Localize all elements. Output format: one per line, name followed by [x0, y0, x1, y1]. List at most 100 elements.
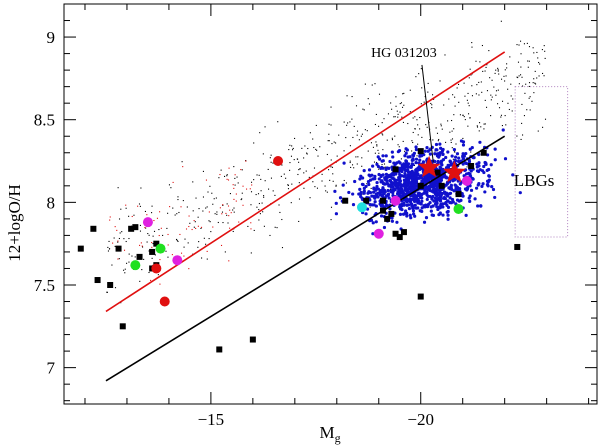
blue-point [417, 176, 421, 180]
sdss-point [123, 238, 125, 240]
sdss-point [287, 184, 289, 186]
sdss-point [427, 91, 429, 93]
blue-point [436, 159, 440, 164]
sdss-point [227, 222, 229, 224]
sdss-point [293, 159, 295, 161]
sdss-point [303, 187, 305, 189]
sdss-point [451, 119, 453, 122]
sdss-point [349, 161, 351, 164]
blue-point [493, 158, 497, 162]
sdss-point [373, 161, 376, 163]
sdss-point [207, 191, 209, 193]
sdss-point [187, 242, 189, 244]
sdss-point [353, 167, 355, 169]
sdss-point [193, 226, 195, 228]
sdss-point [360, 135, 362, 137]
blue-point [444, 176, 449, 180]
black-square-point [107, 281, 114, 288]
blue-point [484, 162, 488, 166]
sdss-point [367, 98, 369, 100]
sdss-point [221, 213, 223, 215]
black-square-point [90, 225, 97, 232]
blue-point [386, 188, 390, 193]
sdss-point [484, 123, 486, 125]
blue-point [418, 209, 422, 213]
black-square-point [388, 210, 395, 217]
sdss-point [216, 213, 218, 215]
blue-point [418, 158, 422, 162]
sdss-point [140, 187, 142, 189]
sdss-point [209, 221, 211, 223]
blue-point [396, 150, 400, 154]
blue-point [442, 195, 447, 200]
red-star-point [442, 160, 466, 183]
sdss-point [529, 96, 531, 98]
sdss-point [117, 187, 119, 189]
blue-point [454, 187, 458, 192]
sdss-point [304, 145, 306, 147]
sdss-point [407, 122, 409, 125]
sdss-point [250, 228, 252, 230]
sdss-point [451, 130, 453, 132]
sdss-point [195, 197, 197, 199]
sdss-point [402, 140, 404, 142]
black-square-point [136, 253, 143, 260]
sdss-point [414, 128, 416, 130]
blue-point [449, 162, 453, 166]
blue-point [448, 191, 453, 195]
sdss-point [128, 215, 130, 217]
blue-point [455, 152, 460, 156]
blue-point [441, 147, 445, 152]
black-square-point [94, 277, 101, 284]
sdss-point [521, 122, 523, 124]
sdss-point [289, 144, 291, 146]
blue-point [416, 168, 420, 172]
sdss-point [118, 258, 120, 260]
blue-point [384, 167, 388, 171]
sdss-point [166, 227, 168, 229]
sdss-point [396, 110, 398, 112]
sdss-point [312, 181, 314, 183]
blue-point [411, 206, 416, 210]
blue-point [395, 220, 399, 224]
sdss-point [192, 210, 194, 212]
sdss-point [226, 214, 228, 216]
sdss-point [351, 164, 354, 166]
sdss-point [409, 111, 411, 113]
sdss-point [303, 157, 305, 159]
blue-point [410, 162, 414, 166]
sdss-point [177, 240, 179, 243]
sdss-point [219, 173, 221, 176]
sdss-point [313, 167, 316, 169]
black-square-point [119, 323, 126, 330]
sdss-point [451, 138, 454, 140]
blue-point [412, 212, 416, 216]
sdss-point [258, 219, 260, 221]
sdss-point [402, 93, 404, 95]
sdss-point [234, 174, 236, 176]
blue-point [438, 153, 442, 157]
sdss-point [290, 202, 292, 204]
sdss-point [274, 226, 276, 228]
blue-point [405, 148, 409, 152]
sdss-point [285, 177, 287, 179]
sdss-point [188, 268, 190, 270]
sdss-point [475, 93, 477, 95]
sdss-point [314, 186, 316, 188]
sdss-point [538, 61, 540, 64]
black-square-point [384, 215, 391, 222]
blue-point [444, 166, 449, 170]
sdss-point [182, 200, 184, 202]
black-square-point [379, 197, 386, 204]
sdss-point [222, 222, 224, 224]
sdss-point [165, 250, 167, 252]
blue-point [408, 170, 412, 174]
sdss-point [128, 261, 130, 263]
blue-point [478, 140, 482, 144]
sdss-point [145, 227, 147, 229]
sdss-point [205, 207, 207, 209]
sdss-point [533, 92, 535, 94]
sdss-point [256, 174, 258, 176]
sdss-point [411, 140, 413, 142]
sdss-point [391, 137, 393, 139]
